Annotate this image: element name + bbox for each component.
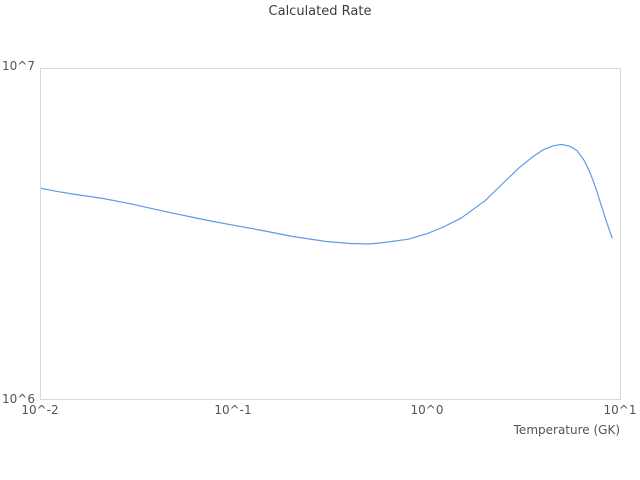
- y-axis-tick-10e6: 10^6: [2, 392, 35, 406]
- x-axis-tick-10e1: 10^1: [603, 403, 637, 417]
- x-axis-tick-10e-1: 10^-1: [214, 403, 252, 417]
- x-axis-tick-10e0: 10^0: [410, 403, 444, 417]
- rate-curve-line: [41, 143, 613, 245]
- rate-curve-svg: [41, 143, 613, 245]
- plot-area: [40, 68, 621, 400]
- x-axis-label: Temperature (GK): [513, 423, 620, 437]
- y-axis-tick-10e7: 10^7: [2, 59, 35, 73]
- chart-title: Calculated Rate: [268, 4, 372, 19]
- x-axis-tick-10e-2: 10^-2: [21, 403, 59, 417]
